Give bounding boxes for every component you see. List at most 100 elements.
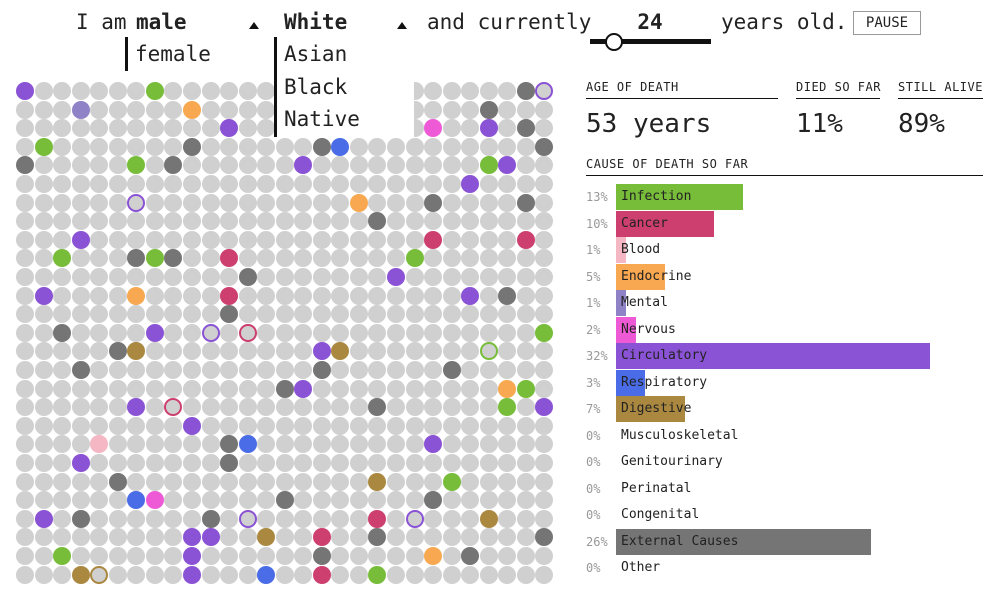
person-dot <box>424 472 443 491</box>
race-option-asian[interactable]: Asian <box>284 42 348 66</box>
person-dot <box>498 435 517 454</box>
person-dot <box>498 472 517 491</box>
person-dot <box>535 528 554 547</box>
person-dot <box>516 156 535 175</box>
sex-select[interactable]: male <box>136 10 187 34</box>
person-dot <box>164 379 183 398</box>
race-select[interactable]: White <box>284 10 348 34</box>
person-dot <box>368 193 387 212</box>
person-dot <box>442 305 461 324</box>
person-dot <box>535 435 554 454</box>
person-dot <box>312 230 331 249</box>
person-dot <box>108 509 127 528</box>
person-dot <box>182 565 201 584</box>
person-dot <box>294 491 313 510</box>
person-dot <box>294 416 313 435</box>
person-dot <box>461 565 480 584</box>
sex-dropdown-bar <box>125 37 128 71</box>
person-dot <box>108 528 127 547</box>
person-dot <box>53 342 72 361</box>
person-dot <box>275 323 294 342</box>
person-dot <box>220 379 239 398</box>
person-dot <box>275 305 294 324</box>
person-dot <box>498 454 517 472</box>
race-option-native[interactable]: Native <box>284 107 360 131</box>
person-dot <box>479 175 498 193</box>
person-dot <box>53 323 72 342</box>
race-caret-icon[interactable] <box>397 22 407 29</box>
cause-bar <box>616 317 636 343</box>
person-dot <box>257 361 276 379</box>
person-dot <box>201 379 220 398</box>
person-dot <box>275 342 294 361</box>
person-dot <box>71 286 90 305</box>
cause-row: 0% Genitourinary <box>586 449 986 475</box>
person-dot <box>535 565 554 584</box>
person-dot <box>349 156 368 175</box>
person-dot <box>257 268 276 286</box>
cause-percent: 13% <box>586 190 608 204</box>
person-dot <box>461 435 480 454</box>
cause-bar <box>616 370 646 396</box>
person-dot <box>535 323 554 342</box>
person-dot <box>312 509 331 528</box>
person-dot <box>145 398 164 417</box>
age-slider-handle[interactable] <box>605 33 624 51</box>
cause-row: 0% Musculoskeletal <box>586 423 986 449</box>
person-dot <box>220 491 239 510</box>
person-dot <box>108 491 127 510</box>
person-dot <box>535 361 554 379</box>
person-dot <box>257 82 276 100</box>
person-dot <box>182 249 201 268</box>
person-dot <box>275 454 294 472</box>
person-dot <box>145 565 164 584</box>
person-dot <box>108 286 127 305</box>
person-dot <box>312 361 331 379</box>
person-dot <box>424 379 443 398</box>
person-dot <box>182 342 201 361</box>
person-dot <box>108 416 127 435</box>
person-dot <box>164 565 183 584</box>
cause-name: Blood <box>621 242 661 257</box>
person-dot <box>164 547 183 565</box>
person-dot <box>479 249 498 268</box>
person-dot <box>294 509 313 528</box>
person-dot <box>53 509 72 528</box>
age-slider[interactable] <box>590 39 711 44</box>
person-dot <box>238 212 257 231</box>
person-dot <box>479 193 498 212</box>
person-dot <box>275 193 294 212</box>
person-dot <box>294 156 313 175</box>
cause-name: Digestive <box>621 401 692 416</box>
person-dot <box>461 193 480 212</box>
person-dot <box>368 509 387 528</box>
person-dot <box>535 472 554 491</box>
person-dot <box>331 286 350 305</box>
person-dot <box>16 547 34 565</box>
person-dot <box>201 249 220 268</box>
person-dot <box>34 212 53 231</box>
person-dot <box>405 416 424 435</box>
person-dot <box>387 416 405 435</box>
person-dot <box>257 156 276 175</box>
person-dot <box>238 119 257 138</box>
person-dot <box>90 323 109 342</box>
sex-option-female[interactable]: female <box>135 42 211 66</box>
sex-caret-icon[interactable] <box>249 22 259 29</box>
person-dot <box>479 286 498 305</box>
person-dot <box>535 249 554 268</box>
person-dot <box>442 361 461 379</box>
person-dot <box>387 305 405 324</box>
person-dot <box>238 286 257 305</box>
cause-bar <box>616 211 714 237</box>
person-dot <box>387 454 405 472</box>
person-dot <box>238 249 257 268</box>
cause-row: 10% Cancer <box>586 211 986 237</box>
person-dot <box>127 323 146 342</box>
person-dot <box>127 528 146 547</box>
person-dot <box>516 137 535 156</box>
pause-button[interactable]: PAUSE <box>853 11 921 35</box>
person-dot <box>182 175 201 193</box>
person-dot <box>164 230 183 249</box>
race-option-black[interactable]: Black <box>284 75 348 99</box>
